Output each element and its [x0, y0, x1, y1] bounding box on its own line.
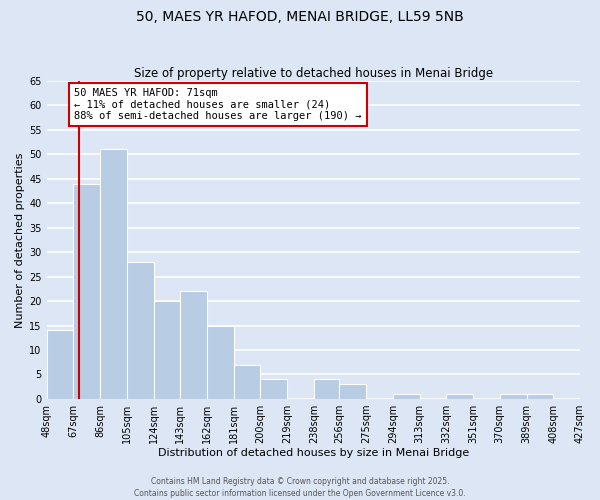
Y-axis label: Number of detached properties: Number of detached properties — [15, 152, 25, 328]
Bar — [234, 364, 260, 399]
Text: 50 MAES YR HAFOD: 71sqm
← 11% of detached houses are smaller (24)
88% of semi-de: 50 MAES YR HAFOD: 71sqm ← 11% of detache… — [74, 88, 361, 121]
Bar — [527, 394, 553, 399]
Bar — [73, 184, 100, 399]
Bar — [100, 149, 127, 399]
X-axis label: Distribution of detached houses by size in Menai Bridge: Distribution of detached houses by size … — [158, 448, 469, 458]
Bar — [180, 291, 207, 399]
Bar — [500, 394, 527, 399]
Bar — [154, 301, 180, 399]
Bar — [446, 394, 473, 399]
Title: Size of property relative to detached houses in Menai Bridge: Size of property relative to detached ho… — [134, 66, 493, 80]
Text: 50, MAES YR HAFOD, MENAI BRIDGE, LL59 5NB: 50, MAES YR HAFOD, MENAI BRIDGE, LL59 5N… — [136, 10, 464, 24]
Bar — [393, 394, 419, 399]
Bar — [314, 380, 340, 399]
Bar — [127, 262, 154, 399]
Bar — [207, 326, 234, 399]
Bar — [340, 384, 366, 399]
Text: Contains HM Land Registry data © Crown copyright and database right 2025.
Contai: Contains HM Land Registry data © Crown c… — [134, 476, 466, 498]
Bar — [260, 380, 287, 399]
Bar — [47, 330, 73, 399]
